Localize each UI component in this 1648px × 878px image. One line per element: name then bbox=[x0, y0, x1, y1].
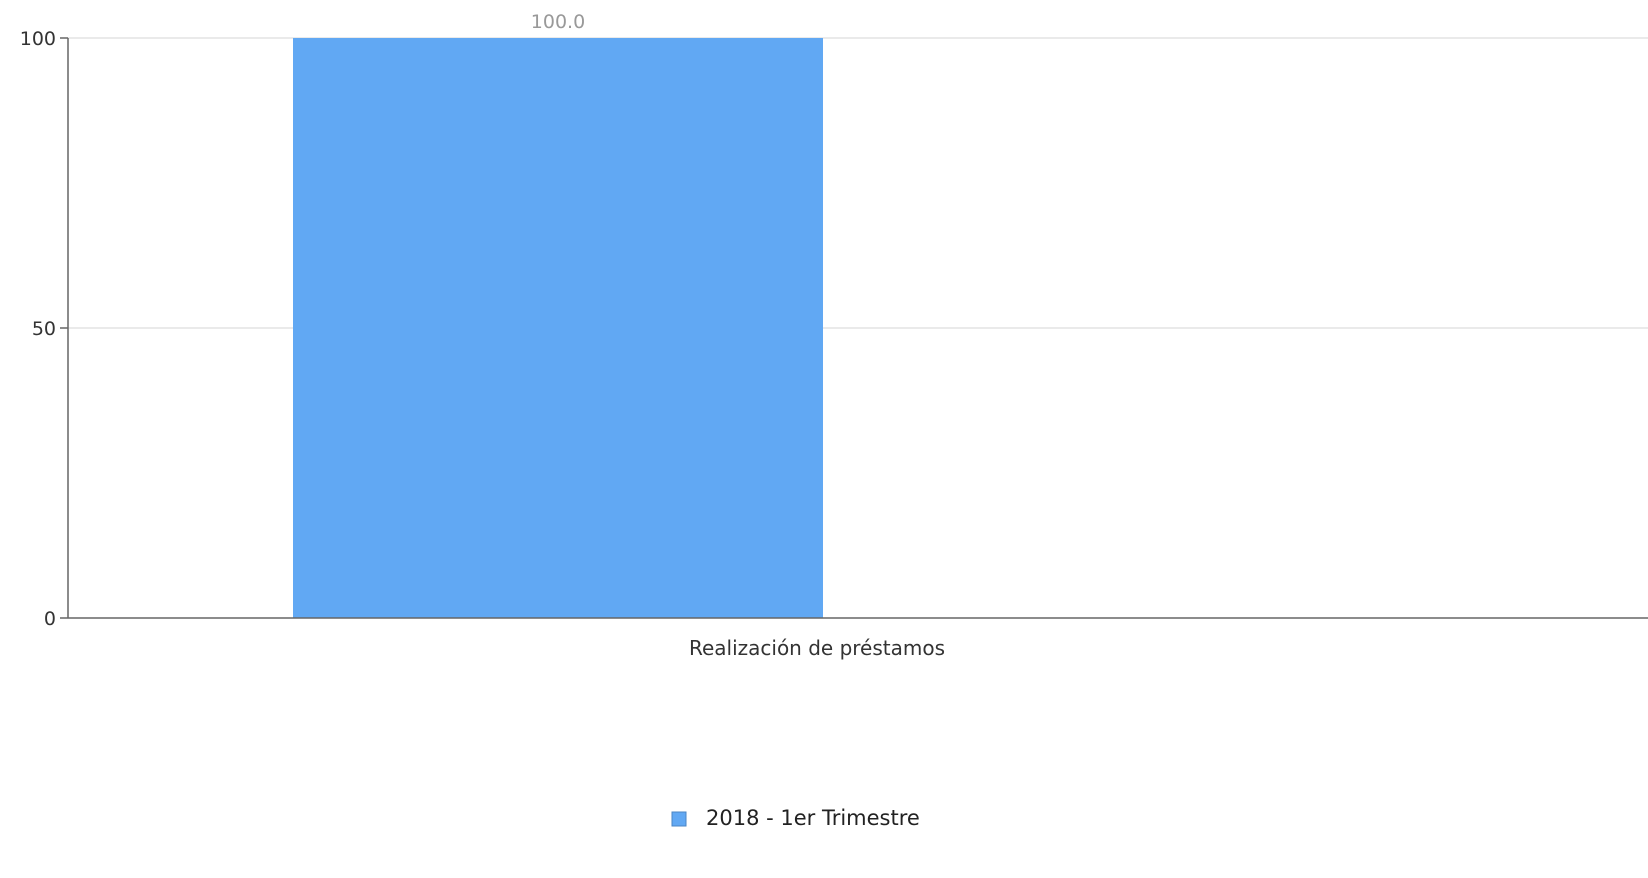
bars bbox=[293, 38, 823, 618]
x-category-label: Realización de préstamos bbox=[689, 636, 945, 660]
legend[interactable]: 2018 - 1er Trimestre bbox=[671, 806, 920, 830]
y-tick-label: 50 bbox=[32, 318, 56, 340]
labels: 0 50 100 100.0 Realización de préstamos bbox=[20, 11, 945, 660]
y-tick-label: 100 bbox=[20, 28, 56, 50]
bar[interactable] bbox=[293, 38, 823, 618]
y-tick-label: 0 bbox=[44, 608, 56, 630]
legend-swatch[interactable] bbox=[671, 811, 687, 827]
data-label: 100.0 bbox=[531, 11, 585, 33]
axes bbox=[60, 37, 1648, 619]
legend-label[interactable]: 2018 - 1er Trimestre bbox=[706, 806, 920, 830]
